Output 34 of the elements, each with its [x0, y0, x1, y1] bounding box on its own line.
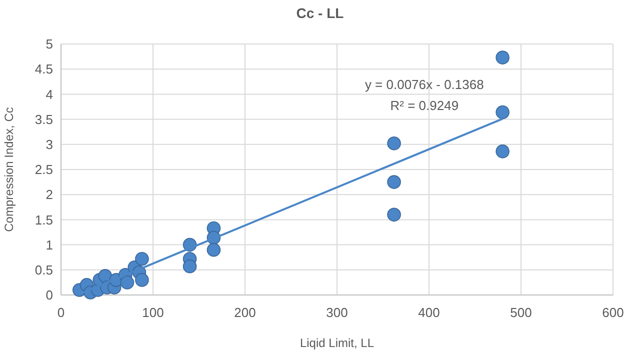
- point: [496, 50, 510, 64]
- chart-title: Cc - LL: [296, 5, 344, 21]
- y-tick-label: 3: [46, 136, 53, 152]
- point: [206, 242, 221, 257]
- y-tick-label: 0.5: [34, 262, 53, 278]
- x-axis-title: Liqid Limit, LL: [300, 336, 374, 350]
- y-tick-label: 1.5: [34, 212, 53, 228]
- y-tick-label: 4: [46, 86, 53, 102]
- y-tick-label: 4.5: [34, 62, 53, 77]
- annotation: y = 0.0076x - 0.1368: [364, 77, 484, 92]
- y-axis-title: Compression Index, Cc: [2, 107, 16, 232]
- point: [135, 273, 149, 287]
- y-tick-label: 0: [46, 288, 53, 303]
- y-tick-label: 2: [46, 187, 53, 202]
- point: [182, 259, 197, 274]
- y-tick-label: 3.5: [34, 112, 53, 127]
- x-tick-label: 300: [326, 305, 348, 320]
- x-tick-label: 500: [510, 305, 532, 320]
- point: [387, 175, 401, 189]
- x-tick-label: 0: [57, 305, 65, 320]
- x-tick-label: 200: [234, 305, 256, 320]
- point: [120, 276, 134, 290]
- annotation: R² = 0.9249: [390, 98, 459, 114]
- point: [496, 105, 510, 120]
- y-tick-label: 2.5: [34, 162, 53, 178]
- x-tick-label: 400: [418, 305, 440, 320]
- point: [387, 136, 401, 150]
- point: [135, 252, 149, 266]
- point: [387, 208, 401, 222]
- x-tick-label: 100: [142, 305, 164, 320]
- y-tick-label: 1: [46, 237, 53, 252]
- x-tick-label: 600: [602, 305, 624, 320]
- point: [496, 144, 510, 158]
- y-tick-label: 5: [46, 36, 53, 52]
